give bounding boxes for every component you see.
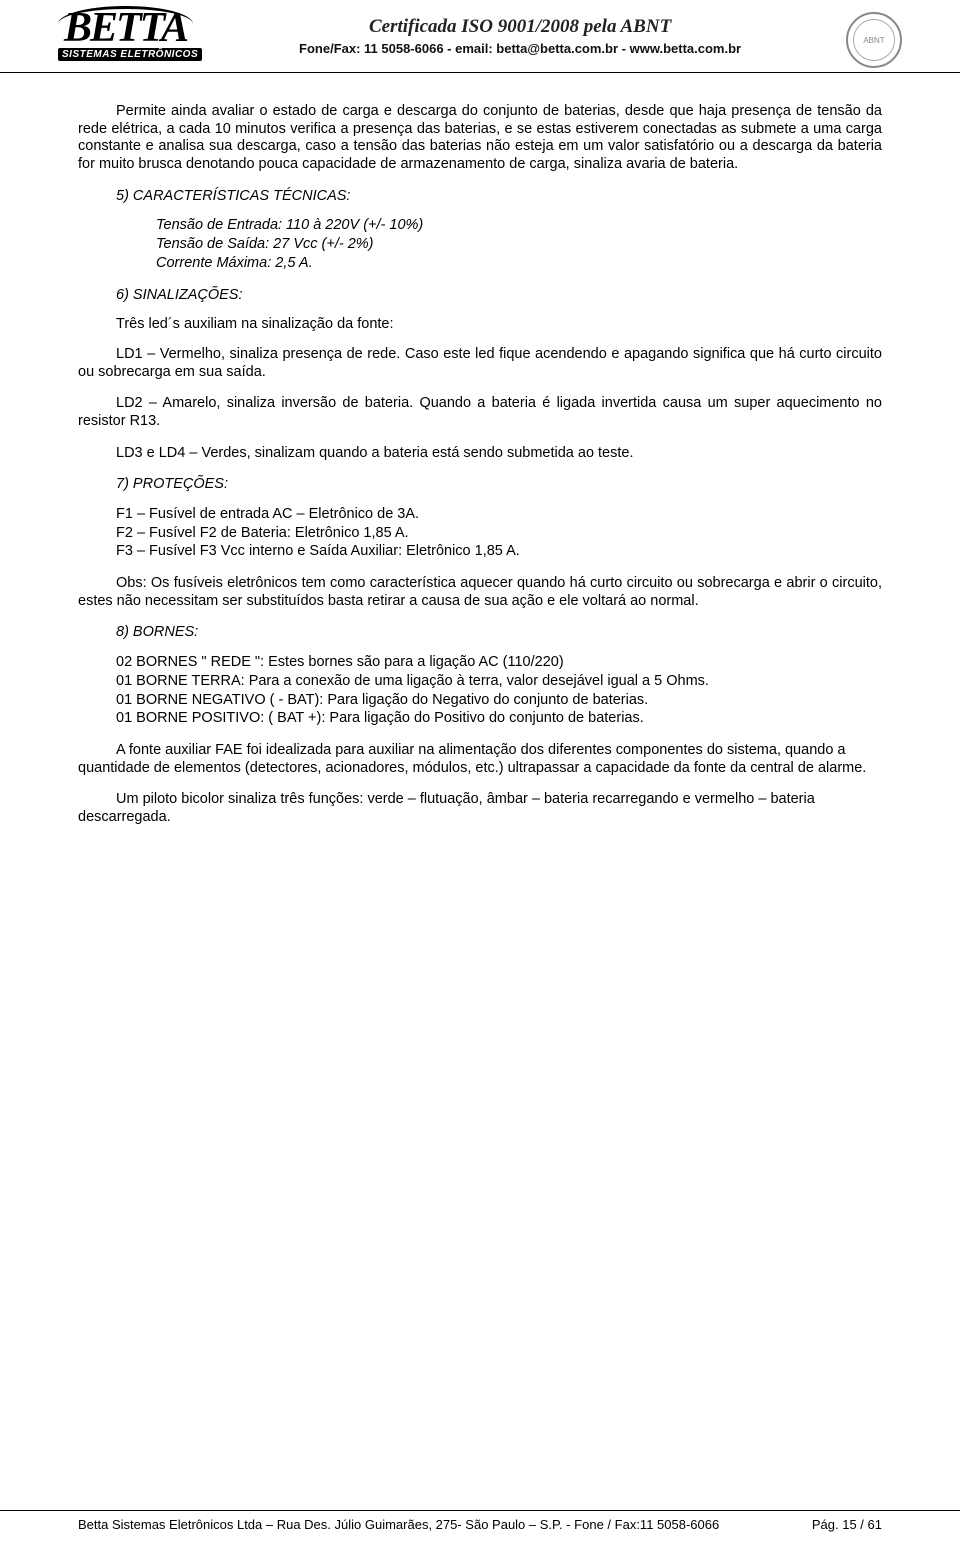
section-6-p2: LD2 – Amarelo, sinaliza inversão de bate… bbox=[78, 395, 882, 430]
section-5-title: 5) CARACTERÍSTICAS TÉCNICAS: bbox=[116, 188, 882, 206]
s7-item-3: F3 – Fusível F3 Vcc interno e Saída Auxi… bbox=[116, 543, 882, 561]
s8-item-2: 01 BORNE TERRA: Para a conexão de uma li… bbox=[116, 673, 882, 691]
logo-text: BETTA bbox=[58, 12, 193, 46]
s7-item-1: F1 – Fusível de entrada AC – Eletrônico … bbox=[116, 506, 882, 524]
paragraph-intro: Permite ainda avaliar o estado de carga … bbox=[78, 103, 882, 174]
section-7-list: F1 – Fusível de entrada AC – Eletrônico … bbox=[116, 506, 882, 561]
spec-block: Tensão de Entrada: 110 à 220V (+/- 10%) … bbox=[156, 217, 882, 272]
spec-line-1: Tensão de Entrada: 110 à 220V (+/- 10%) bbox=[156, 217, 882, 235]
abnt-stamp-icon: ABNT bbox=[846, 12, 902, 68]
section-6-title: 6) SINALIZAÇÕES: bbox=[116, 287, 882, 305]
footer-page-number: Pág. 15 / 61 bbox=[812, 1517, 882, 1532]
page: BETTA SISTEMAS ELETRÔNICOS Certificada I… bbox=[0, 0, 960, 1562]
s7-item-2: F2 – Fusível F2 de Bateria: Eletrônico 1… bbox=[116, 525, 882, 543]
s8-item-3: 01 BORNE NEGATIVO ( - BAT): Para ligação… bbox=[116, 692, 882, 710]
section-7-title: 7) PROTEÇÕES: bbox=[116, 476, 882, 494]
section-6-lead: Três led´s auxiliam na sinalização da fo… bbox=[116, 316, 882, 334]
certification-line: Certificada ISO 9001/2008 pela ABNT bbox=[202, 16, 838, 38]
paragraph-pilot: Um piloto bicolor sinaliza três funções:… bbox=[78, 791, 882, 826]
paragraph-fae: A fonte auxiliar FAE foi idealizada para… bbox=[78, 742, 882, 777]
s8-item-1: 02 BORNES " REDE ": Estes bornes são par… bbox=[116, 654, 882, 672]
contact-line: Fone/Fax: 11 5058-6066 - email: betta@be… bbox=[202, 41, 838, 56]
spec-line-2: Tensão de Saída: 27 Vcc (+/- 2%) bbox=[156, 236, 882, 254]
footer-left: Betta Sistemas Eletrônicos Ltda – Rua De… bbox=[78, 1517, 719, 1532]
stamp-label: ABNT bbox=[863, 36, 884, 45]
page-header: BETTA SISTEMAS ELETRÔNICOS Certificada I… bbox=[0, 0, 960, 73]
section-8-list: 02 BORNES " REDE ": Estes bornes são par… bbox=[116, 654, 882, 728]
spec-line-3: Corrente Máxima: 2,5 A. bbox=[156, 255, 882, 273]
s8-item-4: 01 BORNE POSITIVO: ( BAT +): Para ligaçã… bbox=[116, 710, 882, 728]
section-6-p1: LD1 – Vermelho, sinaliza presença de red… bbox=[78, 346, 882, 381]
section-7-obs: Obs: Os fusíveis eletrônicos tem como ca… bbox=[78, 575, 882, 610]
section-8-title: 8) BORNES: bbox=[116, 624, 882, 642]
header-right: ABNT bbox=[838, 12, 902, 68]
section-6-p3: LD3 e LD4 – Verdes, sinalizam quando a b… bbox=[78, 445, 882, 463]
page-footer: Betta Sistemas Eletrônicos Ltda – Rua De… bbox=[0, 1510, 960, 1532]
document-body: Permite ainda avaliar o estado de carga … bbox=[0, 73, 960, 827]
header-center: Certificada ISO 9001/2008 pela ABNT Fone… bbox=[202, 12, 838, 56]
logo-block: BETTA SISTEMAS ELETRÔNICOS bbox=[58, 12, 202, 61]
